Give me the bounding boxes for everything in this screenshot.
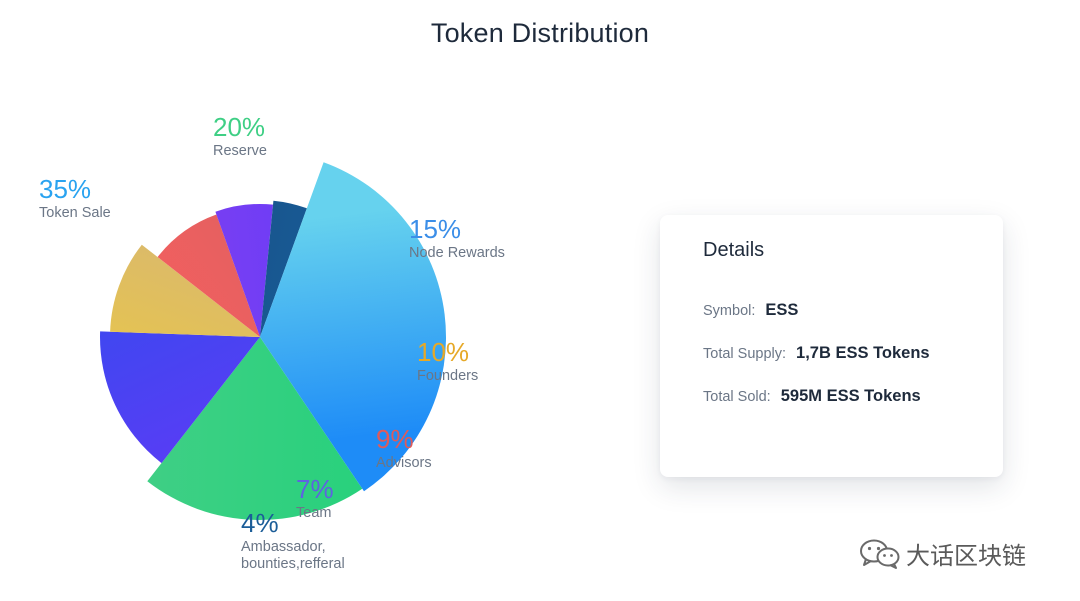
watermark: 大话区块链 [858,536,1026,571]
details-title: Details [703,239,765,261]
pct-advisors: 9% [376,424,414,454]
chart-title: Token Distribution [430,18,650,48]
symbol-label: Symbol: [703,303,756,319]
label-founders: 10% Founders [417,337,479,385]
name-founders: Founders [417,367,479,384]
label-ambassador: 4% Ambassador, bounties,refferal [241,508,345,572]
pie-slice-founders [110,244,260,337]
pie-slice-node-rewards [100,331,260,464]
name-advisors: Advisors [376,454,432,471]
pct-ambassador: 4% [241,508,279,538]
label-token-sale: 35% Token Sale [39,174,111,222]
pct-team: 7% [296,474,334,504]
name-token-sale: Token Sale [39,204,111,221]
label-node-rewards: 15% Node Rewards [409,214,505,262]
sold-label: Total Sold: [703,389,771,405]
pie-slice-team [215,203,273,337]
symbol-row: Symbol: ESS [703,301,798,320]
supply-row: Total Supply: 1,7B ESS Tokens [703,344,930,363]
pie-slice-reserve [147,337,363,520]
sold-value: 595M ESS Tokens [780,387,921,405]
pct-reserve: 20% [213,112,266,142]
label-team: 7% Team [296,474,334,522]
pie-slice-advisors [157,214,260,337]
supply-label: Total Supply: [703,346,787,362]
watermark-text: 大话区块链 [906,543,1026,570]
pie-slice-token-sale [260,162,447,492]
label-advisors: 9% Advisors [376,424,432,472]
label-reserve: 20% Reserve [213,112,267,160]
details-card: Details Symbol: ESS Total Supply: 1,7B ESS… [660,215,1003,477]
supply-value: 1,7B ESS Tokens [796,344,930,362]
name-node-rewards: Node Rewards [409,244,505,261]
symbol-value: ESS [765,301,799,319]
pct-founders: 10% [417,337,470,367]
name-ambassador-line1: Ambassador, [241,538,326,555]
sold-row: Total Sold: 595M ESS Tokens [703,387,921,406]
pct-token-sale: 35% [39,174,92,204]
pct-node-rewards: 15% [409,214,462,244]
name-ambassador-line2: bounties,refferal [241,555,345,572]
pie-slice-ambassador-bounties-refferal [260,200,307,337]
wechat-icon [860,539,900,569]
name-team: Team [296,504,332,521]
name-reserve: Reserve [213,142,267,159]
